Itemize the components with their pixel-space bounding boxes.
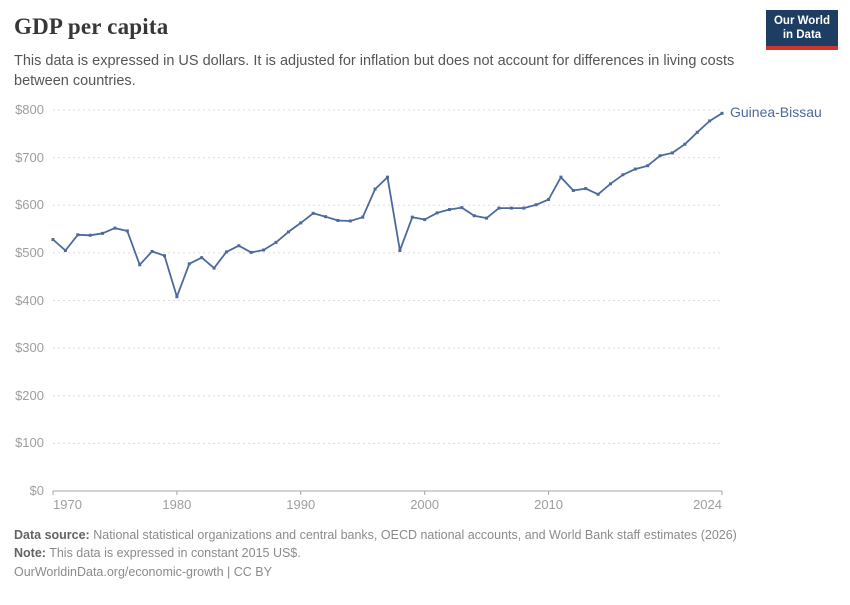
data-source-label: Data source: <box>14 528 90 542</box>
data-point <box>522 206 526 210</box>
data-point <box>311 211 315 215</box>
y-axis-label: $0 <box>29 483 44 498</box>
data-point <box>460 206 464 210</box>
footer-note: Note: This data is expressed in constant… <box>14 544 814 562</box>
data-point <box>472 214 476 218</box>
data-point <box>212 266 216 270</box>
note-label: Note: <box>14 546 46 561</box>
data-point <box>658 154 662 158</box>
y-axis-label: $500 <box>15 244 44 260</box>
y-axis-label: $800 <box>15 102 44 117</box>
data-point <box>386 175 389 179</box>
data-point <box>447 208 451 212</box>
data-point <box>336 218 340 222</box>
y-axis-label: $300 <box>15 340 44 356</box>
page-title: GDP per capita <box>14 14 169 39</box>
data-point <box>237 244 241 248</box>
y-axis-label: $200 <box>15 387 44 403</box>
owid-logo-line1: Our World <box>773 14 830 27</box>
data-point <box>63 248 67 252</box>
data-point <box>435 211 439 215</box>
x-axis-label: 2010 <box>534 497 564 512</box>
y-axis-label: $400 <box>15 292 44 308</box>
data-point <box>708 119 712 123</box>
data-point <box>534 203 538 207</box>
x-axis-label: 1980 <box>162 497 192 512</box>
data-point <box>547 198 551 202</box>
data-point <box>509 206 513 210</box>
data-point <box>695 130 699 134</box>
owid-logo[interactable]: Our World in Data <box>766 10 838 50</box>
data-point <box>101 231 105 235</box>
data-point <box>200 256 204 260</box>
data-point <box>324 215 328 219</box>
data-point <box>150 249 154 253</box>
data-point <box>633 167 637 171</box>
data-point <box>559 175 563 179</box>
data-point <box>51 238 55 242</box>
data-point <box>299 221 303 225</box>
data-point <box>88 233 92 237</box>
data-point <box>571 188 575 192</box>
data-point <box>410 215 414 219</box>
data-point <box>609 182 612 186</box>
x-axis-label: 1970 <box>53 497 82 512</box>
x-axis-label: 1990 <box>286 497 316 512</box>
data-point <box>373 187 377 191</box>
data-point <box>485 216 489 220</box>
footer-data-source: Data source: National statistical organi… <box>14 526 814 544</box>
data-point <box>497 206 501 210</box>
data-point <box>76 233 80 237</box>
data-point <box>138 263 142 267</box>
data-point <box>274 240 278 244</box>
y-axis-label: $700 <box>15 149 44 165</box>
data-point <box>670 151 674 155</box>
data-point <box>621 173 625 177</box>
data-source-text: National statistical organizations and c… <box>93 528 737 542</box>
data-point <box>584 187 588 191</box>
footer-attribution[interactable]: OurWorldinData.org/economic-growth | CC … <box>14 564 272 579</box>
data-point <box>262 248 266 252</box>
data-point <box>720 111 724 115</box>
data-point <box>224 250 228 254</box>
y-axis-label: $600 <box>15 197 44 213</box>
data-point <box>596 192 600 196</box>
data-point <box>683 142 687 146</box>
data-point <box>361 215 365 219</box>
x-axis-label: 2000 <box>410 497 440 512</box>
data-point <box>163 254 166 258</box>
y-axis-label: $100 <box>15 435 44 451</box>
data-point <box>286 230 290 234</box>
data-point <box>125 229 129 233</box>
page-subtitle: This data is expressed in US dollars. It… <box>14 53 735 89</box>
x-axis-label: 2024 <box>693 497 722 512</box>
data-point <box>398 248 402 252</box>
data-point <box>113 226 117 230</box>
entity-label: Guinea-Bissau <box>730 104 822 121</box>
owid-logo-line2: in Data <box>782 29 822 41</box>
data-point <box>423 218 427 222</box>
note-text: This data is expressed in constant 2015 … <box>49 546 301 561</box>
data-point <box>348 219 352 223</box>
data-point <box>175 295 179 299</box>
data-point <box>187 262 191 266</box>
chart-footer: Data source: National statistical organi… <box>14 526 814 581</box>
data-point <box>249 250 253 254</box>
data-point <box>646 164 650 168</box>
